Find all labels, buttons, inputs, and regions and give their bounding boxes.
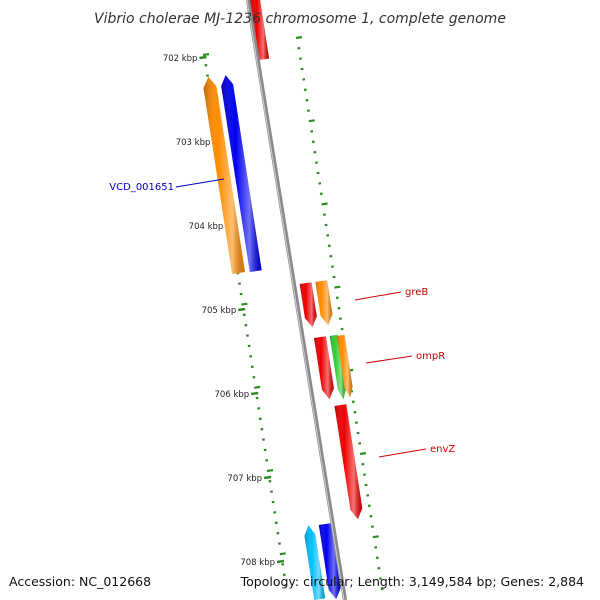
scale-tick <box>372 535 379 539</box>
scale-tick <box>295 36 303 40</box>
scale-tick <box>359 452 367 456</box>
gene-feature <box>329 334 346 400</box>
gene-label-leader <box>365 355 413 364</box>
gene-feature <box>314 336 334 400</box>
gene-feature <box>318 523 341 600</box>
scale-tick <box>202 53 210 57</box>
tick-label: 702 kbp <box>163 54 198 64</box>
major-tick <box>276 559 285 564</box>
tick-label: 708 kbp <box>240 558 275 568</box>
gene-feature <box>336 334 353 398</box>
gene-arrow-shading <box>299 282 317 328</box>
gene-track <box>203 0 363 600</box>
gene-label: greB <box>405 287 428 298</box>
scale-tick <box>266 469 274 473</box>
major-tick <box>263 475 272 480</box>
gene-feature <box>315 280 333 326</box>
backbone-highlight <box>246 0 345 600</box>
gene-arrow-shading <box>304 525 326 600</box>
gene-label: ompR <box>416 351 445 362</box>
major-tick <box>238 307 246 312</box>
gene-arrow-shading <box>203 77 245 274</box>
gene-label-leader <box>354 291 402 301</box>
tick-label: 705 kbp <box>202 306 237 316</box>
tick-label: 704 kbp <box>189 222 224 232</box>
gene-label: VCD_001651 <box>109 182 174 193</box>
tick-label: 706 kbp <box>215 390 250 400</box>
gene-feature <box>299 282 317 328</box>
scale-tick <box>241 302 248 306</box>
gene-feature <box>250 0 270 60</box>
gene-feature <box>334 404 363 520</box>
gene-label-leader <box>378 448 427 458</box>
gene-feature <box>304 525 326 600</box>
scale-tick <box>279 552 286 556</box>
backbone-line <box>245 0 348 600</box>
chromosome-backbone <box>245 0 348 600</box>
scale-tick <box>334 285 341 289</box>
tick-label: 707 kbp <box>227 474 262 484</box>
scale-tick <box>308 119 315 123</box>
gene-feature <box>203 77 245 274</box>
scale-tick <box>321 202 328 206</box>
genome-summary-text: Topology: circular; Length: 3,149,584 bp… <box>240 574 584 589</box>
tick-label: 703 kbp <box>176 138 211 148</box>
gene-arrow-shading <box>315 280 333 326</box>
scale-tick <box>254 385 261 389</box>
gene-arrow-shading <box>336 334 353 398</box>
gene-arrow-shading <box>314 336 334 400</box>
gene-label-leader <box>175 178 225 188</box>
gene-label: envZ <box>430 444 455 455</box>
gene-feature <box>221 75 262 272</box>
major-tick <box>199 55 207 60</box>
gene-arrow-shading <box>318 523 341 600</box>
map-title: Vibrio cholerae MJ-1236 chromosome 1, co… <box>94 11 506 27</box>
gene-labels: VCD_001651 greB ompR envZ <box>109 178 455 458</box>
major-tick <box>250 391 259 396</box>
accession-text: Accession: NC_012668 <box>9 574 152 589</box>
gene-arrow-shading <box>221 75 262 272</box>
gene-arrow-shading <box>334 404 363 520</box>
gene-arrow-shading <box>250 0 270 60</box>
gene-arrow-shading <box>329 334 346 400</box>
